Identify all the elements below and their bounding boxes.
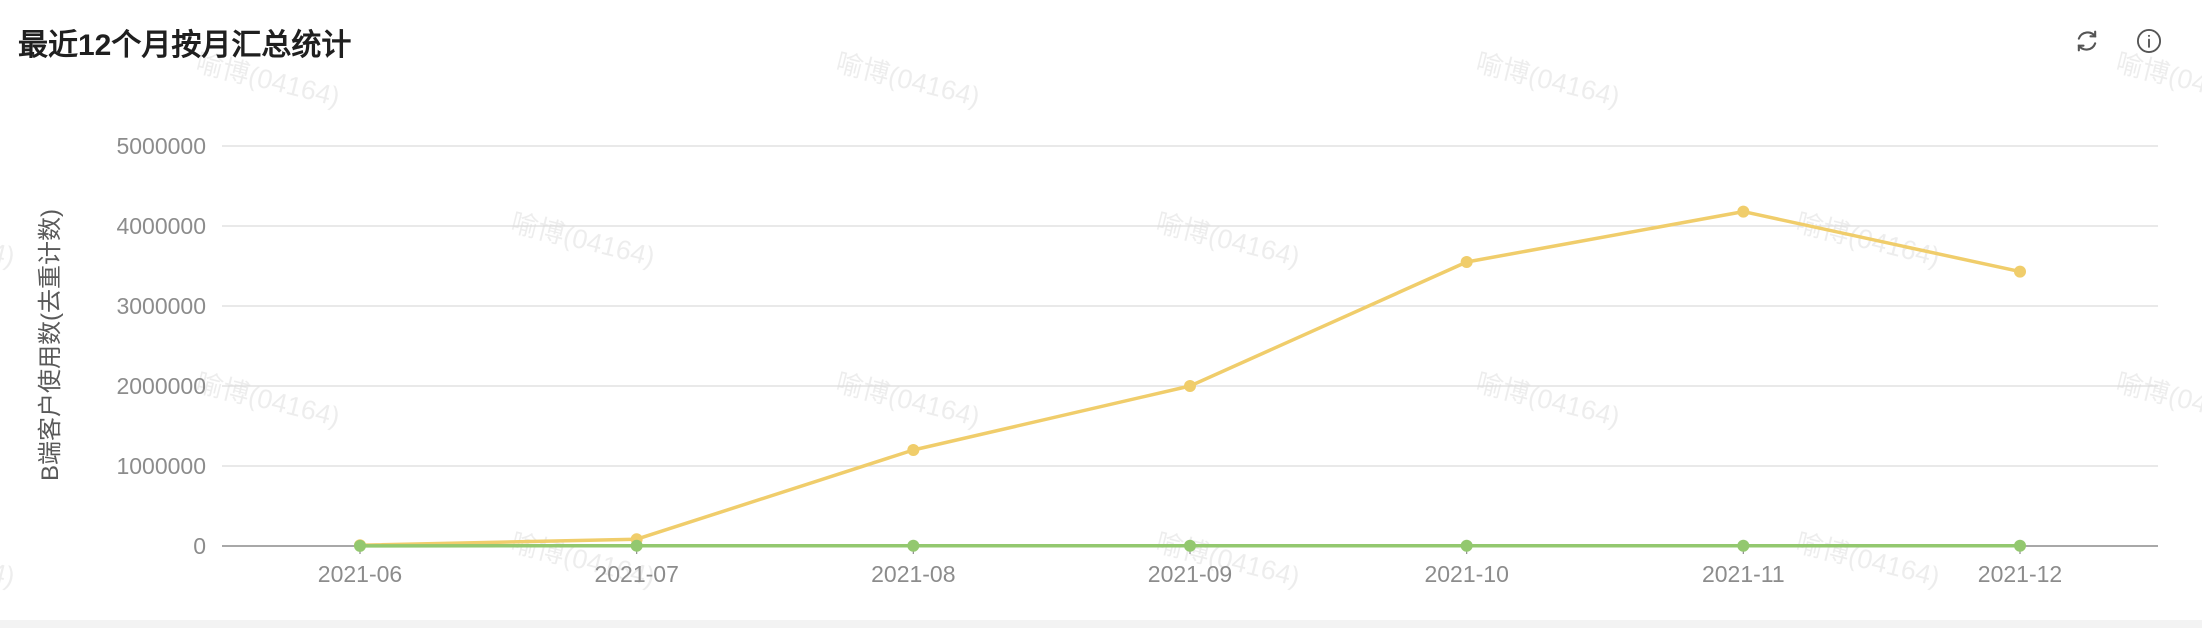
data-point[interactable] (2014, 539, 2026, 552)
grid-lines (222, 145, 2158, 547)
x-tick-label: 2021-09 (1148, 561, 1232, 587)
data-point[interactable] (630, 539, 643, 552)
y-tick-label: 2000000 (116, 373, 206, 399)
data-point[interactable] (1737, 205, 1750, 218)
y-tick-label: 5000000 (116, 133, 206, 159)
data-point[interactable] (907, 444, 920, 456)
x-tick-label: 2021-07 (594, 561, 678, 587)
series-line (359, 209, 2021, 547)
x-tick-label: 2021-11 (1702, 561, 1785, 587)
data-point[interactable] (1737, 539, 1750, 552)
chart-title: 最近12个月按月汇总统计 (18, 29, 352, 62)
data-point[interactable] (354, 539, 366, 552)
x-tick-label: 2021-12 (1978, 561, 2062, 587)
data-point[interactable] (1184, 380, 1196, 392)
bottom-divider (0, 620, 2202, 628)
x-axis-ticks: 2021-06 2021-07 2021-08 2021-09 2021-10 2021-… (318, 546, 2062, 587)
info-icon[interactable] (2132, 24, 2166, 58)
x-tick-label: 2021-08 (871, 561, 955, 587)
y-axis-label: B端客户使用数(去重计数) (37, 209, 64, 481)
data-point[interactable] (2014, 265, 2026, 278)
y-tick-label: 4000000 (116, 213, 206, 239)
series-0 (354, 205, 2026, 552)
y-tick-label: 1000000 (116, 453, 206, 479)
y-tick-label: 0 (193, 533, 206, 559)
x-tick-label: 2021-10 (1424, 561, 1508, 587)
y-axis-ticks: 0 1000000 2000000 3000000 4000000 5000000 (116, 133, 206, 559)
refresh-icon[interactable] (2070, 24, 2104, 58)
x-tick-label: 2021-06 (318, 561, 402, 587)
data-point[interactable] (1460, 256, 1473, 268)
y-tick-label: 3000000 (116, 293, 206, 319)
data-point[interactable] (1460, 539, 1473, 552)
data-point[interactable] (1184, 539, 1196, 552)
series-1 (354, 539, 2026, 552)
series-layer (354, 205, 2026, 552)
data-point[interactable] (907, 539, 920, 552)
